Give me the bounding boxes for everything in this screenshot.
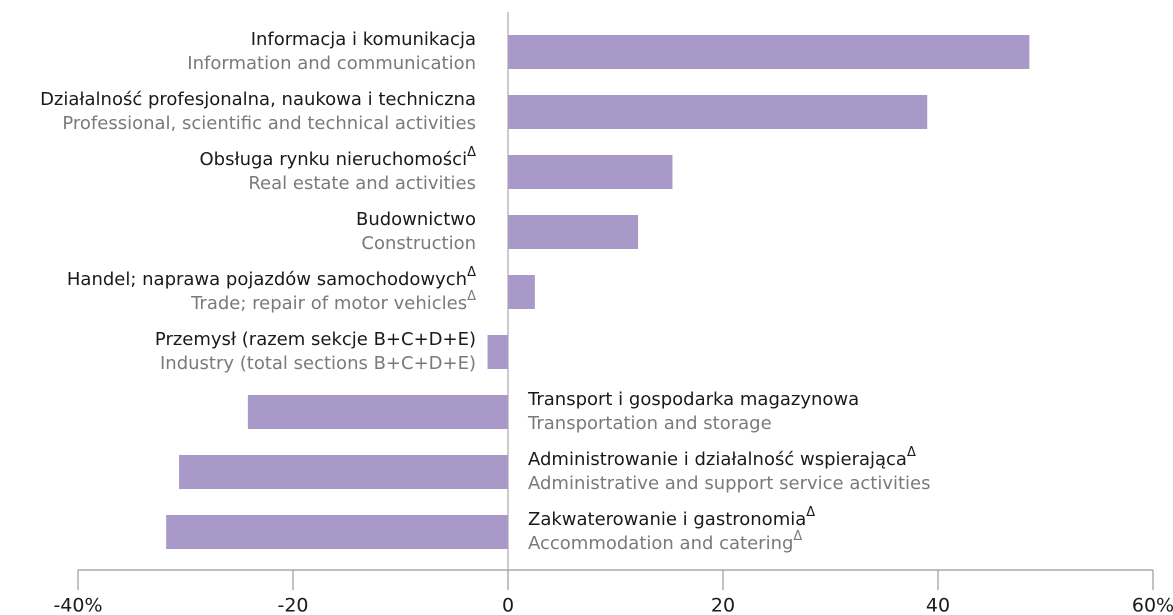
x-tick-label: 60% — [1132, 595, 1173, 615]
category-label: Przemysł (razem sekcje B+C+D+E) — [155, 329, 476, 350]
bar — [179, 455, 509, 489]
category-label-en: Trade; repair of motor vehiclesΔ — [190, 289, 476, 315]
category-label-en: Transportation and storage — [527, 413, 772, 434]
category-name-en: Information and communication — [187, 53, 476, 74]
category-label-en: Information and communication — [187, 53, 476, 74]
category-label: Zakwaterowanie i gastronomiaΔ — [528, 505, 815, 531]
bar — [508, 215, 639, 249]
bar — [508, 95, 928, 129]
category-label: Informacja i komunikacja — [251, 29, 476, 50]
bar — [487, 335, 508, 369]
category-name-en: Industry (total sections B+C+D+E) — [160, 353, 476, 374]
marker: Δ — [806, 505, 815, 520]
category-name: Informacja i komunikacja — [251, 29, 476, 50]
category-name-en: Real estate and activities — [248, 173, 476, 194]
category-label-en: Industry (total sections B+C+D+E) — [160, 353, 476, 374]
category-name-en: Accommodation and catering — [528, 533, 793, 554]
category-label: Administrowanie i działalność wspierając… — [528, 445, 916, 471]
x-tick-label: -40% — [53, 595, 102, 615]
category-name: Zakwaterowanie i gastronomia — [528, 509, 806, 530]
bar — [508, 35, 1030, 69]
marker: Δ — [907, 445, 916, 460]
category-name: Budownictwo — [356, 209, 476, 230]
category-name: Transport i gospodarka magazynowa — [527, 389, 859, 410]
category-name: Przemysł (razem sekcje B+C+D+E) — [155, 329, 476, 350]
category-label-en: Real estate and activities — [248, 173, 476, 194]
category-label: Obsługa rynku nieruchomościΔ — [200, 145, 477, 171]
marker: Δ — [467, 265, 476, 280]
x-tick-label: 20 — [711, 595, 735, 615]
bar — [508, 155, 673, 189]
category-name-en: Professional, scientific and technical a… — [62, 113, 476, 134]
bar — [166, 515, 508, 549]
category-name-en: Transportation and storage — [527, 413, 772, 434]
marker: Δ — [467, 289, 476, 304]
category-label: Transport i gospodarka magazynowa — [527, 389, 859, 410]
category-name: Działalność profesjonalna, naukowa i tec… — [40, 89, 476, 110]
category-name-en: Construction — [361, 233, 476, 254]
category-label: Budownictwo — [356, 209, 476, 230]
category-label: Działalność profesjonalna, naukowa i tec… — [40, 89, 476, 110]
x-tick-label: -20 — [277, 595, 308, 615]
category-label: Handel; naprawa pojazdów samochodowychΔ — [67, 265, 476, 291]
category-name: Obsługa rynku nieruchomości — [200, 149, 468, 170]
category-name: Handel; naprawa pojazdów samochodowych — [67, 269, 467, 290]
bar — [508, 275, 535, 309]
marker: Δ — [793, 529, 802, 544]
category-label-en: Construction — [361, 233, 476, 254]
category-label-en: Accommodation and cateringΔ — [528, 529, 802, 555]
category-name-en: Trade; repair of motor vehicles — [190, 293, 467, 314]
bar — [247, 395, 508, 429]
category-label-en: Administrative and support service activ… — [528, 473, 931, 494]
category-name: Administrowanie i działalność wspierając… — [528, 449, 907, 470]
x-tick-label: 0 — [502, 595, 514, 615]
category-label-en: Professional, scientific and technical a… — [62, 113, 476, 134]
category-name-en: Administrative and support service activ… — [528, 473, 931, 494]
marker: Δ — [467, 145, 476, 160]
x-tick-label: 40 — [926, 595, 950, 615]
